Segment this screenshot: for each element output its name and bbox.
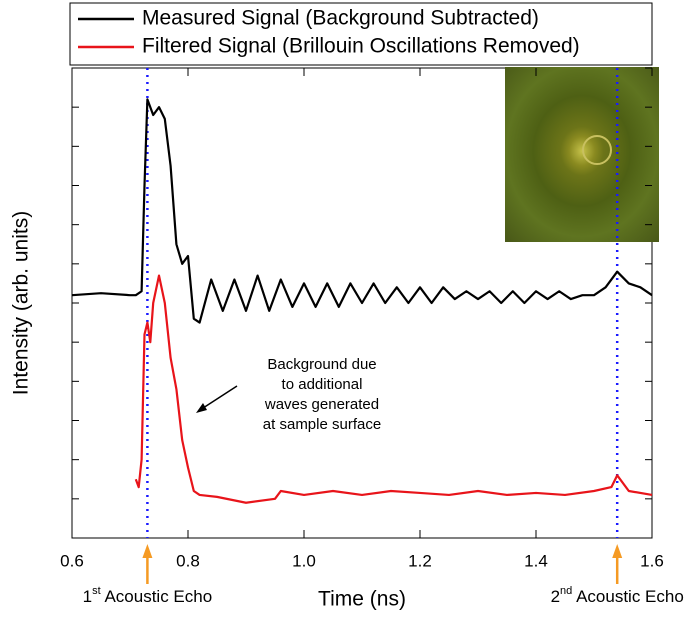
echo-arrow-head xyxy=(142,544,153,558)
echo-label-part: st xyxy=(92,585,101,597)
arrow-head xyxy=(196,403,207,413)
x-tick-label: 0.6 xyxy=(60,551,84,570)
inset-image xyxy=(505,67,659,242)
legend-box xyxy=(69,2,653,66)
x-tick-label: 1.2 xyxy=(408,551,432,570)
echo-label-part: Acoustic Echo xyxy=(572,587,684,606)
x-tick-label: 1.0 xyxy=(292,551,316,570)
legend-label: Measured Signal (Background Subtracted) xyxy=(142,7,539,30)
echo-label-part: Acoustic Echo xyxy=(101,587,213,606)
x-axis-label: Time (ns) xyxy=(318,588,406,611)
annotation: Background due xyxy=(267,356,376,373)
echo-label: 1st Acoustic Echo xyxy=(83,585,213,607)
x-tick-label: 1.4 xyxy=(524,551,548,570)
series-line xyxy=(71,98,653,324)
annotation: to additional xyxy=(282,376,363,393)
series-line xyxy=(134,274,653,504)
echo-label-part: nd xyxy=(560,585,572,597)
echo-label-part: 2 xyxy=(551,587,560,606)
echo-arrow-head xyxy=(612,544,623,558)
x-tick-label: 1.6 xyxy=(640,551,664,570)
inset-ring xyxy=(582,135,612,165)
annotation-arrow xyxy=(199,385,238,411)
x-tick-label: 0.8 xyxy=(176,551,200,570)
echo-label: 2nd Acoustic Echo xyxy=(551,585,684,607)
legend-label: Filtered Signal (Brillouin Oscillations … xyxy=(142,35,580,58)
annotation: waves generated xyxy=(264,396,379,413)
y-axis-label: Intensity (arb. units) xyxy=(10,211,33,395)
annotation: at sample surface xyxy=(263,416,381,433)
echo-label-part: 1 xyxy=(83,587,92,606)
